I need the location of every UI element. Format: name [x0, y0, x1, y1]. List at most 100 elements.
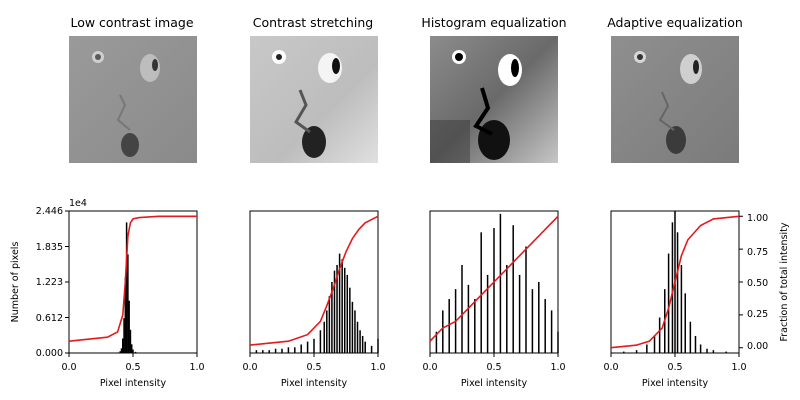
hist-bar-3-15 — [531, 289, 534, 353]
hist-bar-3-0 — [435, 331, 438, 353]
xtick-4-2: 1.0 — [731, 362, 746, 373]
hist-bar-4-0 — [623, 351, 625, 353]
ytick-4-2: 0.50 — [747, 278, 768, 289]
image-panel-2 — [250, 36, 378, 163]
cdf-line-2 — [249, 215, 379, 346]
hist-bar-1-0 — [116, 352, 119, 353]
image-panel-4 — [611, 36, 739, 163]
hist-bar-2-25 — [359, 330, 361, 353]
y-axis-label-left: Number of pixels — [10, 242, 21, 323]
hist-bar-3-9 — [493, 228, 495, 353]
ytick-4-4: 1.00 — [747, 213, 768, 224]
hist-bar-2-22 — [351, 301, 354, 353]
hist-bar-3-14 — [525, 246, 527, 353]
hist-bar-4-3 — [653, 335, 656, 353]
hist-bar-2-11 — [323, 321, 325, 353]
hist-bar-2-19 — [343, 267, 346, 353]
hist-bar-2-4 — [281, 348, 283, 353]
hist-bar-2-29 — [377, 338, 379, 353]
hist-bar-2-13 — [328, 296, 331, 353]
hist-bar-4-9 — [676, 232, 679, 353]
hist-bar-1-12 — [134, 351, 137, 353]
hist-bar-2-7 — [300, 344, 302, 353]
hist-bar-2-17 — [338, 253, 341, 353]
hist-bar-2-9 — [313, 338, 315, 353]
image-panel-3 — [430, 36, 558, 163]
ytick-4-1: 0.25 — [747, 309, 768, 320]
hist-bar-2-1 — [262, 350, 264, 353]
hist-bar-4-7 — [671, 222, 674, 353]
hist-bar-2-23 — [354, 310, 356, 353]
hist-bar-2-6 — [294, 347, 296, 353]
hist-bar-2-3 — [274, 348, 277, 353]
hist-bar-1-10 — [130, 344, 133, 353]
hist-bar-4-12 — [689, 321, 692, 353]
x-axis-label-1: Pixel intensity — [100, 378, 167, 389]
xtick-4-0: 0.0 — [603, 362, 618, 373]
hist-bar-2-8 — [306, 341, 309, 353]
panel-title-1: Low contrast image — [70, 15, 193, 30]
x-axis-label-2: Pixel intensity — [281, 378, 348, 389]
hist-bar-3-12 — [512, 225, 514, 353]
ytick-4-0: 0.00 — [747, 341, 768, 352]
hist-bar-4-1 — [635, 350, 638, 353]
hist-bar-2-0 — [255, 350, 258, 353]
xtick-2-0: 0.0 — [242, 362, 257, 373]
hist-bar-2-20 — [346, 274, 349, 353]
hist-bar-1-6 — [125, 222, 128, 353]
hist-bar-4-16 — [712, 350, 715, 353]
y-axis-exponent: 1e4 — [69, 198, 87, 209]
hist-bar-3-19 — [557, 331, 559, 353]
ytick-1-2: 1.223 — [36, 277, 63, 288]
hist-bar-2-27 — [364, 341, 366, 353]
hist-bar-3-5 — [467, 284, 470, 353]
xtick-2-1: 0.5 — [306, 362, 321, 373]
hist-bar-3-13 — [518, 274, 521, 353]
hist-bar-3-11 — [506, 264, 508, 353]
hist-bar-1-9 — [129, 329, 132, 353]
ytick-1-3: 1.835 — [36, 242, 63, 253]
hist-bar-3-8 — [486, 274, 489, 353]
hist-bar-3-1 — [442, 310, 444, 353]
xtick-1-1: 0.5 — [125, 362, 140, 373]
xtick-4-1: 0.5 — [667, 362, 682, 373]
panel-title-2: Contrast stretching — [253, 15, 373, 30]
image-panel-1 — [69, 36, 197, 163]
xtick-3-1: 0.5 — [486, 362, 501, 373]
hist-bar-3-10 — [499, 213, 502, 353]
hist-bar-1-3 — [122, 338, 124, 353]
hist-bar-1-7 — [127, 254, 129, 353]
hist-bar-1-4 — [123, 318, 125, 353]
hist-bar-1-8 — [128, 300, 130, 353]
panel-title-4: Adaptive equalization — [607, 15, 743, 30]
hist-bar-2-2 — [268, 350, 270, 353]
hist-bar-1-2 — [120, 348, 123, 353]
hist-bar-2-12 — [326, 310, 328, 353]
hist-bar-2-28 — [370, 345, 373, 353]
hist-bar-1-5 — [124, 277, 127, 353]
cdf-line-4 — [610, 215, 740, 349]
x-axis-label-3: Pixel intensity — [461, 378, 528, 389]
xtick-2-2: 1.0 — [370, 362, 385, 373]
hist-bar-3-4 — [461, 264, 463, 353]
cdf-line-3 — [429, 215, 559, 342]
hist-bar-3-16 — [538, 282, 540, 353]
hist-bar-1-1 — [119, 351, 121, 353]
xtick-1-2: 1.0 — [189, 362, 204, 373]
hist-bar-2-14 — [331, 282, 333, 353]
hist-bar-2-15 — [333, 270, 336, 353]
hist-bar-4-11 — [684, 293, 686, 353]
hist-bar-1-11 — [132, 349, 134, 353]
cdf-line-1 — [68, 215, 197, 342]
hist-bar-2-24 — [356, 321, 359, 353]
hist-bar-4-2 — [646, 344, 648, 353]
hist-bar-4-13 — [694, 335, 697, 353]
ytick-1-0: 0.000 — [36, 348, 63, 359]
hist-bar-2-21 — [349, 287, 351, 353]
hist-bar-3-18 — [550, 310, 553, 353]
hist-bar-3-7 — [480, 232, 482, 353]
hist-bar-4-10 — [680, 264, 683, 353]
chart-marks — [65, 210, 743, 357]
ytick-1-1: 0.612 — [36, 313, 63, 324]
